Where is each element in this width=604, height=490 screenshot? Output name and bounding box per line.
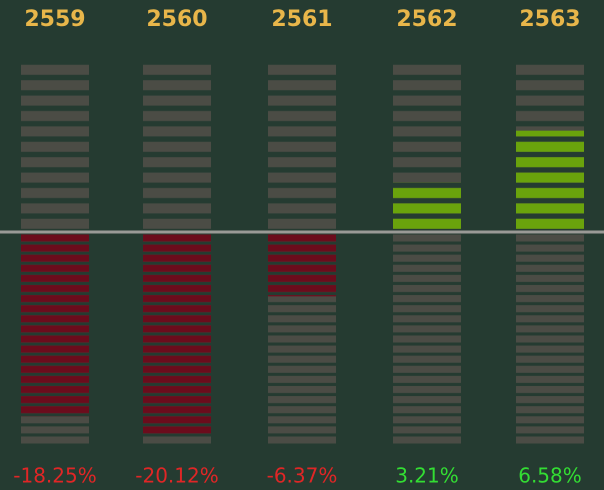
- empty-slots: [393, 232, 461, 445]
- value-label: -18.25%: [13, 464, 96, 488]
- bar: [21, 232, 89, 417]
- year-label: 2562: [396, 7, 457, 32]
- empty-slots: [268, 62, 336, 232]
- year-label: 2559: [24, 7, 85, 32]
- bar: [143, 232, 211, 436]
- year-label: 2563: [519, 7, 580, 32]
- empty-slots: [21, 62, 89, 232]
- value-label: -20.12%: [135, 464, 218, 488]
- year-label: 2561: [271, 7, 332, 32]
- empty-slots: [516, 232, 584, 445]
- empty-slots: [143, 62, 211, 232]
- year-label: 2560: [146, 7, 207, 32]
- value-label: 3.21%: [395, 464, 459, 488]
- value-label: -6.37%: [267, 464, 338, 488]
- bar: [393, 182, 461, 232]
- bar: [268, 232, 336, 297]
- bar: [516, 130, 584, 232]
- value-label: 6.58%: [518, 464, 582, 488]
